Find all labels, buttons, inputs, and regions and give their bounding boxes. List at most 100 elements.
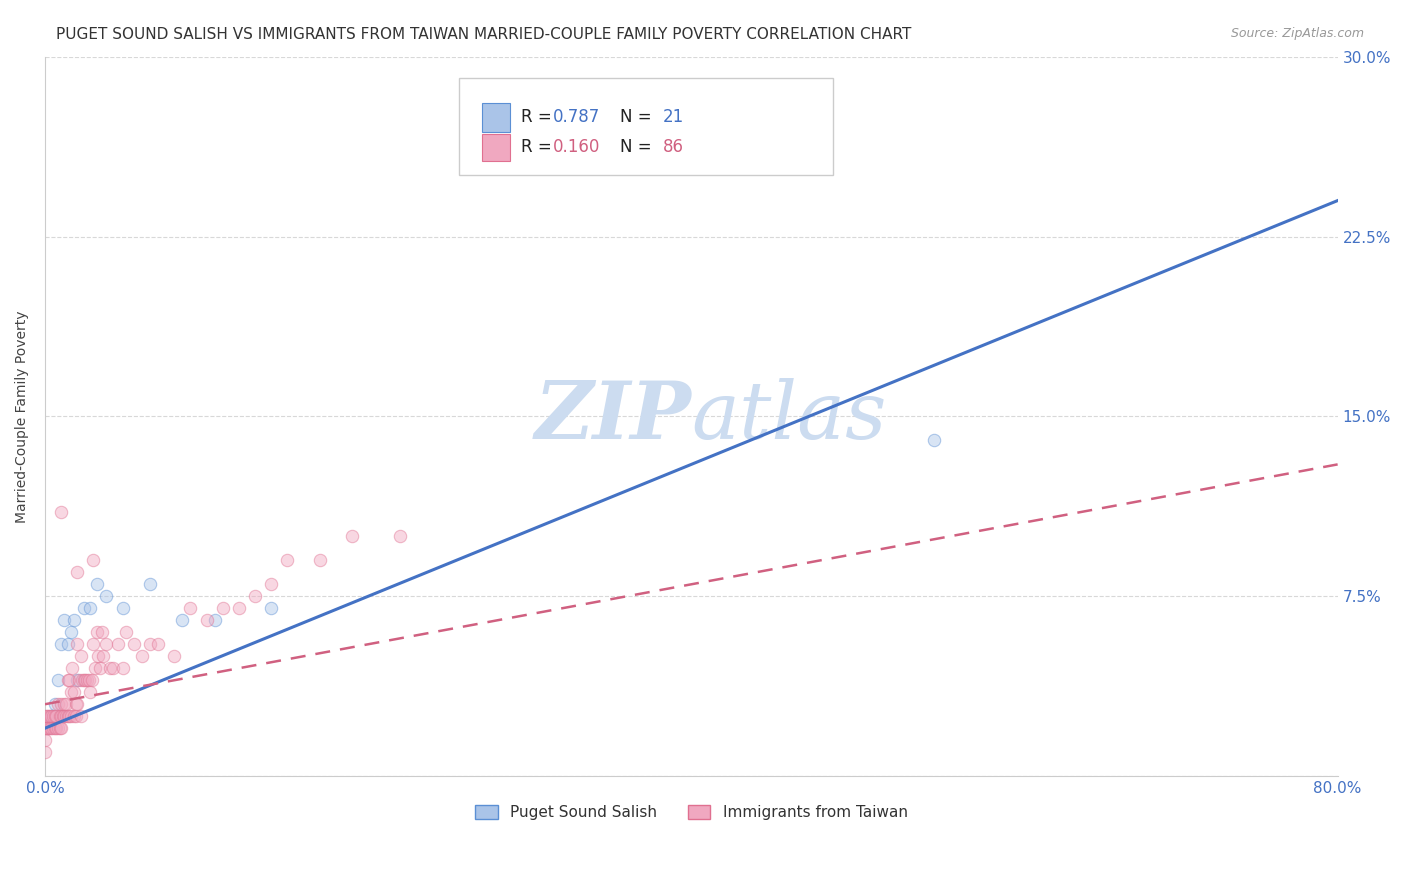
Point xyxy=(49,721,72,735)
Point xyxy=(59,709,82,723)
Point xyxy=(45,721,67,735)
Point xyxy=(73,673,96,688)
Point xyxy=(389,529,412,543)
Point xyxy=(111,661,134,675)
Point xyxy=(77,673,100,688)
Point xyxy=(49,637,72,651)
Point xyxy=(48,709,70,723)
Point xyxy=(114,625,136,640)
Point xyxy=(260,601,283,615)
Point xyxy=(42,721,65,735)
Point xyxy=(63,613,86,627)
Y-axis label: Married-Couple Family Poverty: Married-Couple Family Poverty xyxy=(15,310,30,523)
Point xyxy=(66,637,89,651)
Point xyxy=(37,709,59,723)
Legend: Puget Sound Salish, Immigrants from Taiwan: Puget Sound Salish, Immigrants from Taiw… xyxy=(468,799,914,826)
Point xyxy=(45,709,67,723)
Point xyxy=(122,637,145,651)
Point xyxy=(163,649,186,664)
Text: ZIP: ZIP xyxy=(534,377,692,455)
Text: 86: 86 xyxy=(662,138,683,156)
Point xyxy=(211,601,233,615)
Point xyxy=(34,709,56,723)
Point xyxy=(49,709,72,723)
Point xyxy=(63,709,86,723)
Text: PUGET SOUND SALISH VS IMMIGRANTS FROM TAIWAN MARRIED-COUPLE FAMILY POVERTY CORRE: PUGET SOUND SALISH VS IMMIGRANTS FROM TA… xyxy=(56,27,911,42)
Point xyxy=(41,709,63,723)
Point xyxy=(49,505,72,519)
Point xyxy=(86,577,108,591)
Point xyxy=(73,601,96,615)
Point xyxy=(82,553,104,567)
Text: N =: N = xyxy=(620,138,652,156)
Point xyxy=(195,613,218,627)
Point xyxy=(76,673,98,688)
Text: R =: R = xyxy=(520,138,551,156)
Point xyxy=(91,649,114,664)
Point xyxy=(146,637,169,651)
Point xyxy=(34,721,56,735)
Point xyxy=(58,673,80,688)
Point xyxy=(55,697,77,711)
Point xyxy=(44,697,66,711)
Point xyxy=(35,721,58,735)
Point xyxy=(79,601,101,615)
Point xyxy=(56,673,79,688)
Point xyxy=(55,709,77,723)
Point xyxy=(89,661,111,675)
Point xyxy=(53,697,76,711)
Point xyxy=(38,721,60,735)
Point xyxy=(79,685,101,699)
Point xyxy=(41,709,63,723)
Text: N =: N = xyxy=(620,108,652,126)
Point xyxy=(41,721,63,735)
Point xyxy=(75,673,97,688)
Point xyxy=(63,685,86,699)
Point xyxy=(82,637,104,651)
Point xyxy=(228,601,250,615)
Point xyxy=(34,721,56,735)
Text: atlas: atlas xyxy=(692,377,887,455)
Point xyxy=(65,697,87,711)
Point xyxy=(42,709,65,723)
Text: 21: 21 xyxy=(662,108,685,126)
Point xyxy=(34,721,56,735)
Point xyxy=(49,697,72,711)
Point xyxy=(56,709,79,723)
Point xyxy=(66,673,89,688)
Point xyxy=(69,709,91,723)
Point xyxy=(111,601,134,615)
Point xyxy=(48,721,70,735)
Point xyxy=(53,709,76,723)
Point xyxy=(56,637,79,651)
Point xyxy=(86,625,108,640)
Point xyxy=(243,589,266,603)
Point xyxy=(34,733,56,747)
FancyBboxPatch shape xyxy=(458,78,834,176)
Point xyxy=(131,649,153,664)
Point xyxy=(922,434,945,448)
Point xyxy=(96,637,118,651)
Point xyxy=(98,661,121,675)
Point xyxy=(107,637,129,651)
Point xyxy=(139,637,162,651)
Point xyxy=(80,673,103,688)
Point xyxy=(59,625,82,640)
Point xyxy=(46,721,69,735)
Text: Source: ZipAtlas.com: Source: ZipAtlas.com xyxy=(1230,27,1364,40)
Point xyxy=(90,625,112,640)
Point xyxy=(37,721,59,735)
Point xyxy=(59,685,82,699)
Point xyxy=(34,745,56,759)
Point xyxy=(44,709,66,723)
Point xyxy=(308,553,330,567)
Point xyxy=(179,601,201,615)
Point xyxy=(69,649,91,664)
FancyBboxPatch shape xyxy=(482,134,510,161)
Point xyxy=(172,613,194,627)
Point xyxy=(204,613,226,627)
Text: 0.160: 0.160 xyxy=(553,138,600,156)
Point xyxy=(84,661,107,675)
Point xyxy=(46,673,69,688)
Point xyxy=(87,649,110,664)
